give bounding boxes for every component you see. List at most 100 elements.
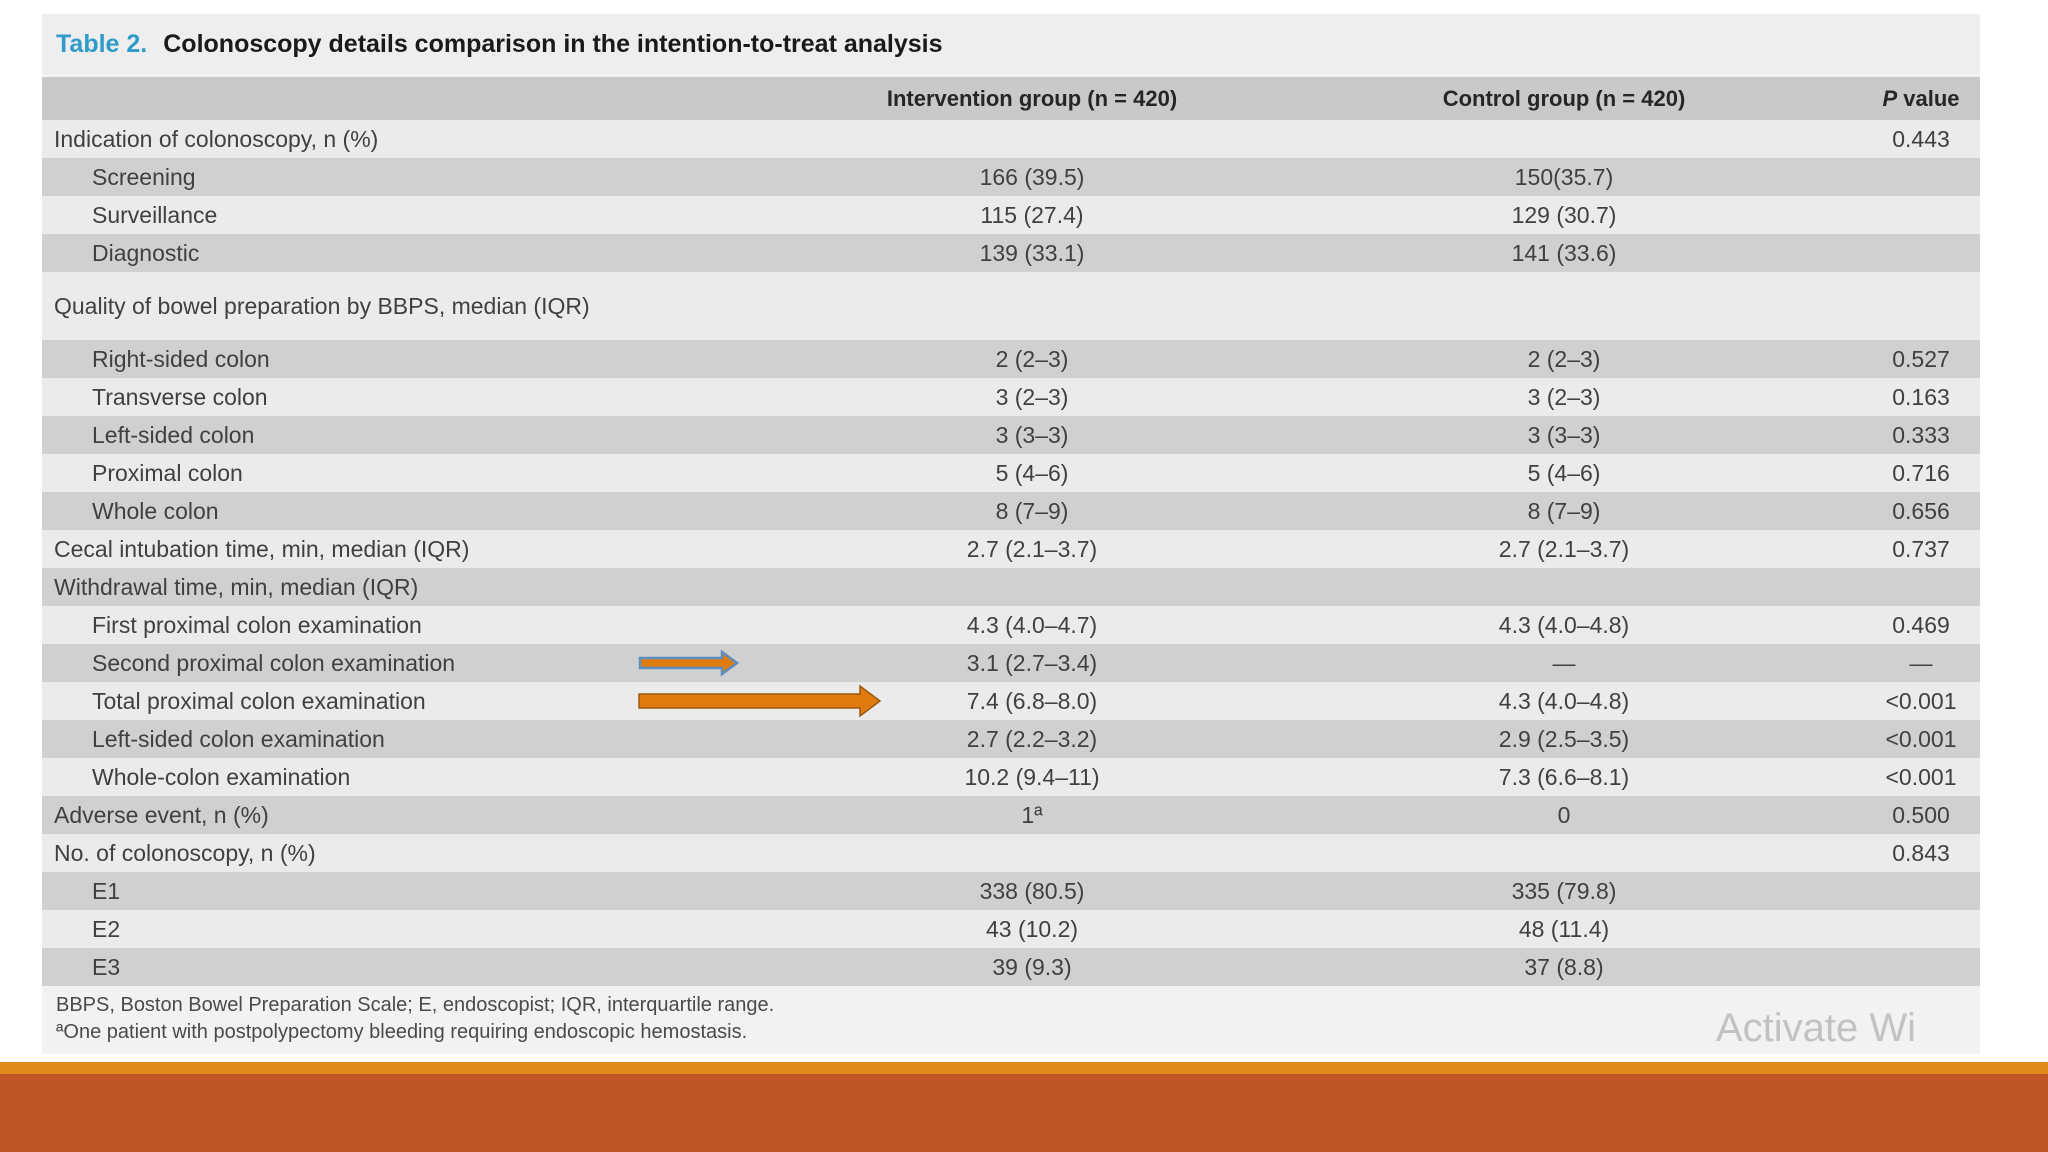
control-value: 3 (3–3) [1527, 421, 1601, 448]
intervention-value: 3 (3–3) [995, 421, 1069, 448]
control-value: 335 (79.8) [1511, 877, 1617, 904]
p-value: 0.716 [1892, 459, 1950, 486]
control-value: 4.3 (4.0–4.8) [1498, 611, 1630, 638]
p-value: 0.500 [1892, 801, 1950, 828]
p-value: 0.163 [1892, 383, 1950, 410]
row-label: Left-sided colon [92, 421, 255, 448]
control-value [1274, 568, 1854, 606]
row-label: E1 [92, 877, 121, 904]
p-value: <0.001 [1885, 687, 1957, 714]
row-label: Quality of bowel preparation by BBPS, me… [54, 272, 694, 340]
control-value: 8 (7–9) [1527, 497, 1601, 524]
table-row: Diagnostic 139 (33.1) 141 (33.6) [42, 234, 1980, 272]
intervention-value: 5 (4–6) [995, 459, 1069, 486]
p-value: <0.001 [1885, 725, 1957, 752]
control-value: 0 [1557, 801, 1571, 828]
row-label: Second proximal colon examination [92, 649, 456, 676]
p-value [1842, 158, 2000, 196]
table-footnotes: BBPS, Boston Bowel Preparation Scale; E,… [56, 992, 774, 1046]
table-panel: Table 2. Colonoscopy details comparison … [42, 14, 1980, 1054]
data-table: Intervention group (n = 420) Control gro… [42, 77, 1980, 986]
p-value: 0.443 [1892, 125, 1950, 152]
intervention-value: 8 (7–9) [995, 497, 1069, 524]
intervention-value: 2 (2–3) [995, 345, 1069, 372]
row-label: Transverse colon [92, 383, 268, 410]
intervention-value [742, 834, 1322, 872]
p-value-header-rest: value [1897, 85, 1960, 111]
footer-accent-line [0, 1062, 2048, 1074]
footnote-abbreviations: BBPS, Boston Bowel Preparation Scale; E,… [56, 994, 775, 1016]
column-header-control: Control group (n = 420) [1442, 85, 1686, 111]
table-caption-label: Table 2. [56, 29, 148, 58]
footer-band [0, 1074, 2048, 1152]
table-row: E1 338 (80.5) 335 (79.8) [42, 872, 1980, 910]
table-row: Proximal colon 5 (4–6) 5 (4–6) 0.716 [42, 454, 1980, 492]
p-value: 0.469 [1892, 611, 1950, 638]
row-label: Withdrawal time, min, median (IQR) [54, 573, 419, 600]
control-value: 4.3 (4.0–4.8) [1498, 687, 1630, 714]
table-row: Left-sided colon examination 2.7 (2.2–3.… [42, 720, 1980, 758]
table-row: Second proximal colon examination 3.1 (2… [42, 644, 1980, 682]
control-value: 37 (8.8) [1524, 953, 1604, 980]
table-row: Surveillance 115 (27.4) 129 (30.7) [42, 196, 1980, 234]
control-value: 3 (2–3) [1527, 383, 1601, 410]
intervention-value: 39 (9.3) [992, 953, 1072, 980]
control-value [1274, 272, 1854, 340]
intervention-value: 166 (39.5) [979, 163, 1085, 190]
table-row: Screening 166 (39.5) 150(35.7) [42, 158, 1980, 196]
row-label: E3 [92, 953, 121, 980]
p-value: 0.656 [1892, 497, 1950, 524]
intervention-value: 115 (27.4) [980, 201, 1084, 228]
p-value [1842, 910, 2000, 948]
intervention-value [742, 568, 1322, 606]
p-value: — [1909, 649, 1933, 676]
intervention-value: 43 (10.2) [985, 915, 1079, 942]
p-value [1842, 196, 2000, 234]
row-label: Whole colon [92, 497, 219, 524]
p-value-header-italic: P [1882, 85, 1898, 111]
control-value: 150(35.7) [1514, 163, 1614, 190]
row-label: Screening [92, 163, 196, 190]
control-value [1274, 120, 1854, 158]
outline-arrow-icon [638, 649, 740, 677]
table-row: Indication of colonoscopy, n (%) 0.443 [42, 120, 1980, 158]
p-value: 0.527 [1892, 345, 1950, 372]
control-value: — [1552, 649, 1576, 676]
row-label: Indication of colonoscopy, n (%) [54, 125, 379, 152]
row-label: Diagnostic [92, 239, 200, 266]
row-label: First proximal colon examination [92, 611, 422, 638]
table-row: Right-sided colon 2 (2–3) 2 (2–3) 0.527 [42, 340, 1980, 378]
activation-watermark: Activate Wi [1716, 1006, 1917, 1050]
p-value [1842, 872, 2000, 910]
intervention-value [742, 272, 1322, 340]
row-label: Proximal colon [92, 459, 243, 486]
row-label: Cecal intubation time, min, median (IQR) [54, 535, 470, 562]
p-value: <0.001 [1885, 763, 1957, 790]
table-row: Whole-colon examination 10.2 (9.4–11) 7.… [42, 758, 1980, 796]
table-row: Total proximal colon examination 7.4 (6.… [42, 682, 1980, 720]
intervention-value: 3.1 (2.7–3.4) [966, 649, 1098, 676]
row-label: Surveillance [92, 201, 218, 228]
table-caption-title: Colonoscopy details comparison in the in… [163, 29, 943, 58]
p-value: 0.333 [1892, 421, 1950, 448]
control-value: 2 (2–3) [1527, 345, 1601, 372]
control-value: 7.3 (6.6–8.1) [1498, 763, 1630, 790]
table-row: Transverse colon 3 (2–3) 3 (2–3) 0.163 [42, 378, 1980, 416]
row-label: No. of colonoscopy, n (%) [54, 839, 316, 866]
row-label: Total proximal colon examination [92, 687, 426, 714]
intervention-value: 10.2 (9.4–11) [964, 763, 1100, 790]
control-value [1274, 834, 1854, 872]
p-value: 0.737 [1892, 535, 1950, 562]
table-row: Quality of bowel preparation by BBPS, me… [42, 272, 1980, 340]
row-label: Whole-colon examination [92, 763, 351, 790]
row-label: Right-sided colon [92, 345, 270, 372]
table-row: E3 39 (9.3) 37 (8.8) [42, 948, 1980, 986]
table-row: Adverse event, n (%) 1ª 0 0.500 [42, 796, 1980, 834]
intervention-value: 2.7 (2.2–3.2) [966, 725, 1098, 752]
row-label: E2 [92, 915, 121, 942]
p-value [1842, 948, 2000, 986]
table-row: First proximal colon examination 4.3 (4.… [42, 606, 1980, 644]
column-header-intervention: Intervention group (n = 420) [886, 85, 1178, 111]
intervention-value: 7.4 (6.8–8.0) [966, 687, 1098, 714]
